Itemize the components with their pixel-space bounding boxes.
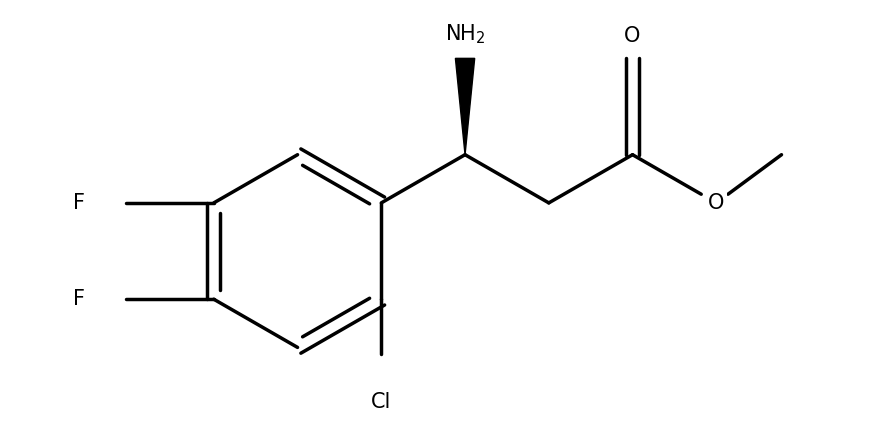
Text: O: O [625,26,641,46]
Polygon shape [455,58,475,155]
Text: F: F [73,193,85,213]
Text: Cl: Cl [371,392,392,412]
Text: NH$_2$: NH$_2$ [444,22,486,46]
Text: F: F [73,289,85,309]
Text: O: O [708,193,725,213]
